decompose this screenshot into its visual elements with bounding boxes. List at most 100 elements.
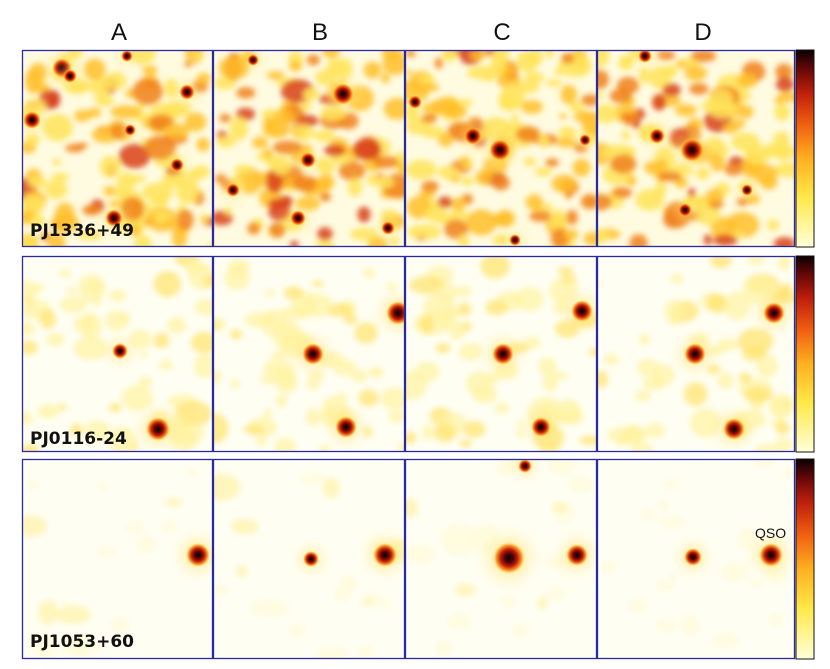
noise-blob <box>597 193 613 211</box>
noise-blob <box>556 137 577 148</box>
row-label-pj1336: PJ1336+49 <box>30 221 134 241</box>
panel-row3-col-b <box>212 458 406 660</box>
noise-blob <box>405 431 417 444</box>
noise-blob <box>352 138 382 161</box>
noise-layer <box>213 258 405 452</box>
noise-blob <box>264 408 272 419</box>
noise-blob <box>381 73 390 84</box>
noise-blob <box>378 600 392 609</box>
noise-blob <box>388 410 405 423</box>
noise-blob <box>193 165 211 179</box>
noise-blob <box>458 156 470 166</box>
noise-blob <box>306 379 320 390</box>
noise-blob <box>103 186 117 197</box>
noise-blob <box>434 641 454 655</box>
noise-blob <box>32 283 44 292</box>
noise-blob <box>82 204 102 216</box>
noise-blob <box>40 231 51 242</box>
noise-blob <box>515 126 541 143</box>
noise-blob <box>494 402 510 414</box>
noise-blob <box>51 172 70 181</box>
noise-blob <box>236 87 256 99</box>
noise-blob <box>256 436 267 447</box>
noise-blob <box>275 371 298 394</box>
noise-blob <box>397 161 405 176</box>
noise-blob <box>525 194 543 210</box>
noise-blob <box>459 343 483 361</box>
noise-blob <box>188 468 198 478</box>
noise-blob <box>322 50 341 59</box>
noise-blob <box>37 404 60 419</box>
noise-blob <box>313 130 336 142</box>
noise-blob <box>535 167 553 177</box>
noise-blob <box>641 509 656 521</box>
noise-blob <box>125 521 145 535</box>
noise-blob <box>213 369 222 385</box>
noise-blob <box>514 287 544 311</box>
noise-blob <box>396 442 405 452</box>
noise-layer <box>22 50 213 247</box>
noise-blob <box>626 175 637 187</box>
noise-blob <box>235 565 248 577</box>
noise-blob <box>773 237 795 247</box>
source-peak <box>492 343 514 365</box>
noise-blob <box>524 336 541 349</box>
panel-border <box>21 458 214 660</box>
noise-layer <box>405 256 597 452</box>
source-peak <box>684 548 702 566</box>
noise-blob <box>421 114 438 124</box>
noise-blob <box>151 193 168 210</box>
noise-blob <box>271 155 292 176</box>
noise-blob <box>274 437 296 452</box>
noise-blob <box>738 104 754 119</box>
panel-border <box>212 49 406 248</box>
source-peak <box>121 50 133 62</box>
noise-blob <box>46 332 65 347</box>
qso-annotation: QSO <box>755 525 786 541</box>
noise-blob <box>109 426 137 452</box>
noise-blob <box>97 546 117 557</box>
noise-blob <box>655 580 675 592</box>
source-peak <box>649 128 665 144</box>
source-peak <box>493 542 525 574</box>
noise-blob <box>57 403 67 411</box>
noise-blob <box>176 209 194 231</box>
noise-blob <box>386 282 397 291</box>
noise-blob <box>329 647 348 659</box>
noise-blob <box>230 329 243 340</box>
noise-blob <box>551 502 569 512</box>
noise-blob <box>22 280 39 302</box>
noise-blob <box>373 155 399 169</box>
noise-blob <box>216 135 236 148</box>
noise-blob <box>731 230 746 238</box>
noise-blob <box>47 233 66 247</box>
noise-blob <box>611 186 633 199</box>
noise-blob <box>104 72 127 90</box>
noise-layer <box>405 50 597 247</box>
noise-blob <box>603 354 619 366</box>
noise-blob <box>451 197 467 211</box>
noise-blob <box>347 177 363 197</box>
noise-blob <box>546 587 566 601</box>
noise-blob <box>515 430 525 437</box>
noise-blob <box>537 133 548 144</box>
noise-blob <box>32 633 59 659</box>
source-peak <box>518 459 532 473</box>
noise-blob <box>266 71 285 80</box>
noise-blob <box>433 423 456 443</box>
noise-layer <box>22 468 213 659</box>
noise-blob <box>59 599 68 605</box>
noise-blob <box>610 154 637 174</box>
noise-blob <box>709 101 737 119</box>
panel-border <box>596 458 796 660</box>
noise-blob <box>184 112 207 132</box>
noise-blob <box>372 366 384 378</box>
noise-blob <box>770 614 784 627</box>
noise-blob <box>621 130 631 141</box>
noise-blob <box>537 596 548 610</box>
source-peak <box>332 83 354 105</box>
noise-blob <box>163 123 190 139</box>
noise-blob <box>224 266 250 291</box>
noise-blob <box>680 614 699 637</box>
